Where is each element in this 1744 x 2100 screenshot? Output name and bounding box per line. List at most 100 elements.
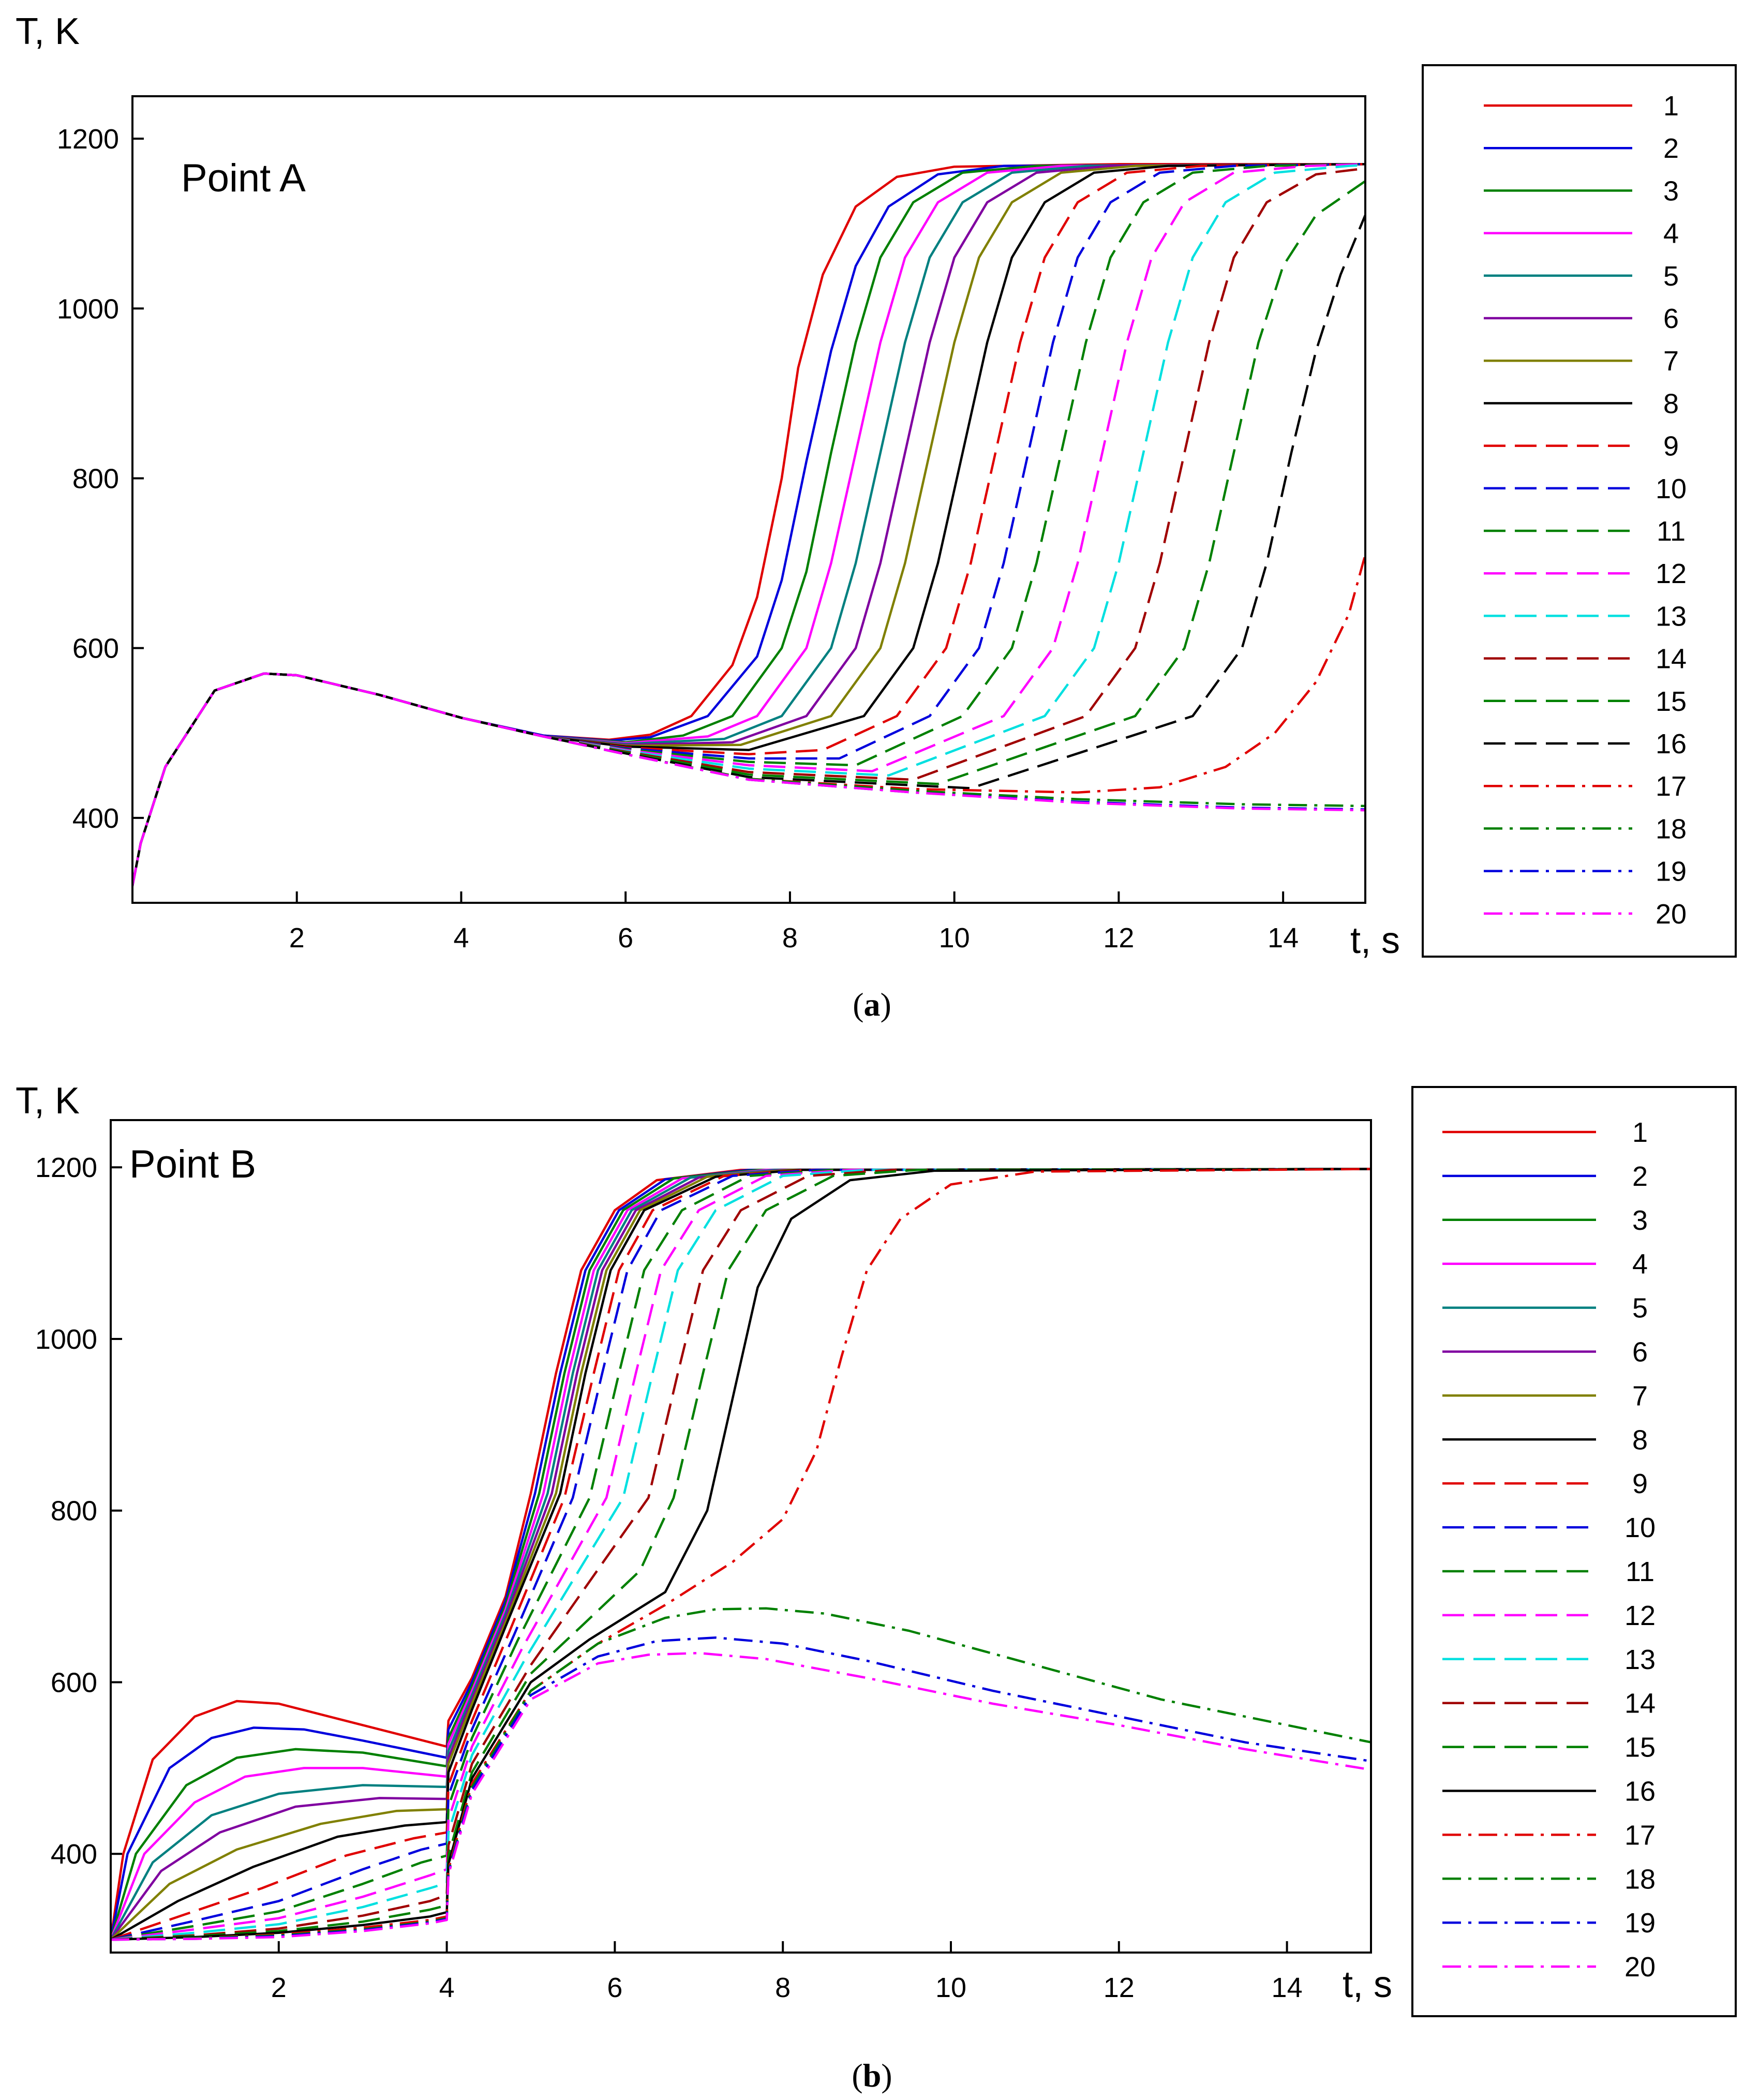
series-line-13 bbox=[132, 163, 1365, 886]
x-tick-label: 4 bbox=[453, 922, 469, 954]
x-tick-label: 10 bbox=[935, 1972, 966, 2003]
series-line-1 bbox=[111, 1168, 1371, 1940]
legend-label-17: 17 bbox=[1656, 771, 1687, 802]
legend-label-12: 12 bbox=[1656, 558, 1687, 589]
legend-label-4: 4 bbox=[1663, 218, 1679, 249]
caption-b: (b) bbox=[852, 2057, 892, 2094]
legend-label-14: 14 bbox=[1624, 1688, 1656, 1719]
series-line-20 bbox=[111, 1651, 1371, 1941]
x-tick-label: 2 bbox=[271, 1972, 287, 2003]
legend-label-20: 20 bbox=[1656, 899, 1687, 930]
series-line-16 bbox=[132, 214, 1365, 886]
legend-label-2: 2 bbox=[1663, 133, 1679, 164]
series-group bbox=[132, 163, 1365, 886]
series-line-4 bbox=[111, 1168, 1371, 1940]
x-tick-label: 12 bbox=[1103, 922, 1134, 954]
x-tick-label: 6 bbox=[607, 1972, 622, 2003]
legend-label-3: 3 bbox=[1663, 175, 1679, 206]
y-tick-label: 400 bbox=[72, 803, 119, 834]
x-tick-label: 8 bbox=[775, 1972, 791, 2003]
caption-a: (a) bbox=[853, 986, 891, 1023]
series-line-18 bbox=[111, 1607, 1371, 1941]
series-line-19 bbox=[111, 1636, 1371, 1941]
legend-label-17: 17 bbox=[1624, 1820, 1656, 1851]
legend-label-6: 6 bbox=[1663, 303, 1679, 334]
legend-label-18: 18 bbox=[1656, 813, 1687, 844]
series-line-10 bbox=[132, 163, 1365, 886]
y-tick-label: 1200 bbox=[57, 124, 119, 155]
legend-label-14: 14 bbox=[1656, 644, 1687, 675]
x-tick-label: 12 bbox=[1104, 1972, 1135, 2003]
plot-frame bbox=[110, 1119, 1372, 1954]
plot-frame bbox=[131, 95, 1366, 904]
series-line-14 bbox=[111, 1168, 1371, 1941]
y-tick-label: 800 bbox=[51, 1496, 97, 1527]
point-annotation: Point A bbox=[181, 156, 306, 200]
x-tick-label: 8 bbox=[782, 922, 798, 954]
series-line-16 bbox=[111, 1168, 1371, 1941]
series-line-9 bbox=[132, 163, 1365, 886]
y-tick-label: 600 bbox=[51, 1667, 97, 1698]
series-group bbox=[111, 1168, 1371, 1941]
legend-label-20: 20 bbox=[1624, 1952, 1656, 1983]
legend-label-9: 9 bbox=[1663, 431, 1679, 462]
legend-label-11: 11 bbox=[1626, 1556, 1654, 1587]
series-line-7 bbox=[111, 1168, 1371, 1941]
x-axis-label: t, s bbox=[1343, 1964, 1392, 2005]
legend-label-4: 4 bbox=[1632, 1249, 1648, 1280]
series-line-5 bbox=[111, 1168, 1371, 1941]
legend-label-15: 15 bbox=[1656, 686, 1687, 717]
legend-label-7: 7 bbox=[1632, 1380, 1648, 1411]
legend-label-8: 8 bbox=[1663, 388, 1679, 419]
series-line-9 bbox=[111, 1168, 1371, 1941]
legend-label-13: 13 bbox=[1656, 601, 1687, 632]
series-line-6 bbox=[111, 1168, 1371, 1941]
legend-label-8: 8 bbox=[1632, 1424, 1648, 1455]
series-line-3 bbox=[111, 1168, 1371, 1940]
point-annotation: Point B bbox=[129, 1142, 256, 1186]
series-line-11 bbox=[132, 163, 1365, 886]
legend-label-12: 12 bbox=[1624, 1600, 1656, 1631]
y-axis-label: T, K bbox=[16, 11, 80, 52]
legend-label-15: 15 bbox=[1624, 1732, 1656, 1763]
legend-label-19: 19 bbox=[1656, 856, 1687, 887]
y-tick-label: 1000 bbox=[57, 293, 119, 324]
legend-box bbox=[1422, 64, 1737, 958]
legend-label-18: 18 bbox=[1624, 1864, 1656, 1895]
legend-label-2: 2 bbox=[1632, 1161, 1648, 1192]
legend-label-9: 9 bbox=[1632, 1468, 1648, 1499]
series-line-10 bbox=[111, 1168, 1371, 1941]
legend-label-10: 10 bbox=[1656, 473, 1687, 504]
legend-box bbox=[1411, 1086, 1737, 2017]
series-line-20 bbox=[132, 672, 1365, 886]
legend-label-19: 19 bbox=[1624, 1908, 1656, 1939]
x-tick-label: 6 bbox=[618, 922, 633, 954]
y-axis-label: T, K bbox=[16, 1080, 80, 1122]
legend-label-6: 6 bbox=[1632, 1337, 1648, 1368]
y-tick-label: 1200 bbox=[35, 1152, 97, 1183]
series-line-2 bbox=[111, 1168, 1371, 1940]
series-line-17 bbox=[111, 1168, 1371, 1941]
legend-label-7: 7 bbox=[1663, 346, 1679, 377]
y-tick-label: 1000 bbox=[35, 1324, 97, 1355]
series-line-13 bbox=[111, 1168, 1371, 1941]
x-tick-label: 10 bbox=[939, 922, 970, 954]
x-tick-label: 2 bbox=[289, 922, 305, 954]
series-line-8 bbox=[111, 1168, 1371, 1941]
x-tick-label: 4 bbox=[439, 1972, 455, 2003]
legend-label-13: 13 bbox=[1624, 1644, 1656, 1675]
legend-label-1: 1 bbox=[1632, 1117, 1648, 1148]
legend-label-3: 3 bbox=[1632, 1205, 1648, 1236]
legend-label-11: 11 bbox=[1657, 516, 1686, 547]
x-tick-label: 14 bbox=[1272, 1972, 1303, 2003]
x-tick-label: 14 bbox=[1268, 922, 1299, 954]
legend-label-1: 1 bbox=[1663, 91, 1679, 122]
legend-label-10: 10 bbox=[1624, 1512, 1656, 1543]
series-line-15 bbox=[111, 1168, 1371, 1941]
series-line-12 bbox=[132, 163, 1365, 886]
legend-label-5: 5 bbox=[1663, 261, 1679, 292]
